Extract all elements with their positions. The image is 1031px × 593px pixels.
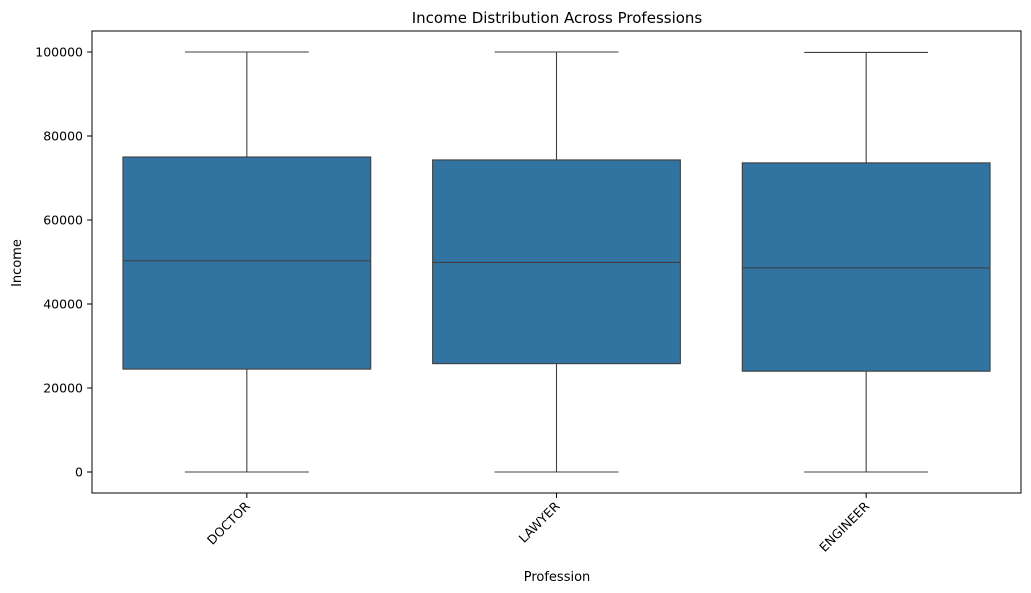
x-tick-label: ENGINEER xyxy=(816,498,872,554)
iqr-box-engineer xyxy=(741,162,991,372)
y-tick-label: 80000 xyxy=(43,129,83,144)
y-tick-label: 100000 xyxy=(35,45,83,60)
box-doctor xyxy=(122,51,372,473)
y-tick-label: 40000 xyxy=(43,297,83,312)
box-lawyer xyxy=(432,51,681,473)
iqr-box-lawyer xyxy=(432,159,681,365)
chart-title: Income Distribution Across Professions xyxy=(412,9,703,27)
y-tick-label: 60000 xyxy=(43,213,83,228)
y-tick-label: 0 xyxy=(75,465,83,480)
y-axis-label: Income xyxy=(10,239,25,287)
x-axis-label: Profession xyxy=(524,570,591,585)
plot-area xyxy=(91,30,1022,494)
x-tick-label: LAWYER xyxy=(515,498,562,545)
y-tick-label: 20000 xyxy=(43,381,83,396)
x-tick-label: DOCTOR xyxy=(204,498,253,547)
y-axis: 0 20000 40000 60000 80000 100000 xyxy=(35,45,92,480)
x-axis: DOCTOR LAWYER ENGINEER xyxy=(204,493,873,555)
box-engineer xyxy=(741,51,991,473)
iqr-box-doctor xyxy=(122,156,372,370)
